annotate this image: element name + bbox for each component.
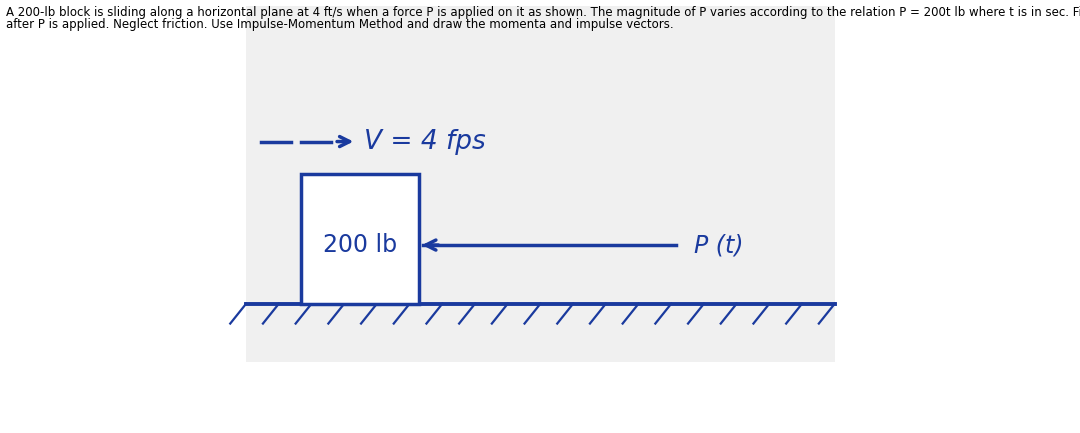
Text: P (t): P (t) <box>694 233 744 257</box>
Bar <box>246 6 835 362</box>
Text: after P is applied. Neglect friction. Use Impulse-Momentum Method and draw the m: after P is applied. Neglect friction. Us… <box>6 18 674 31</box>
Bar <box>301 174 419 304</box>
Text: 200 lb: 200 lb <box>323 233 397 257</box>
Text: A 200-lb block is sliding along a horizontal plane at 4 ft/s when a force P is a: A 200-lb block is sliding along a horizo… <box>6 6 1080 19</box>
Text: V = 4 fps: V = 4 fps <box>364 129 486 155</box>
